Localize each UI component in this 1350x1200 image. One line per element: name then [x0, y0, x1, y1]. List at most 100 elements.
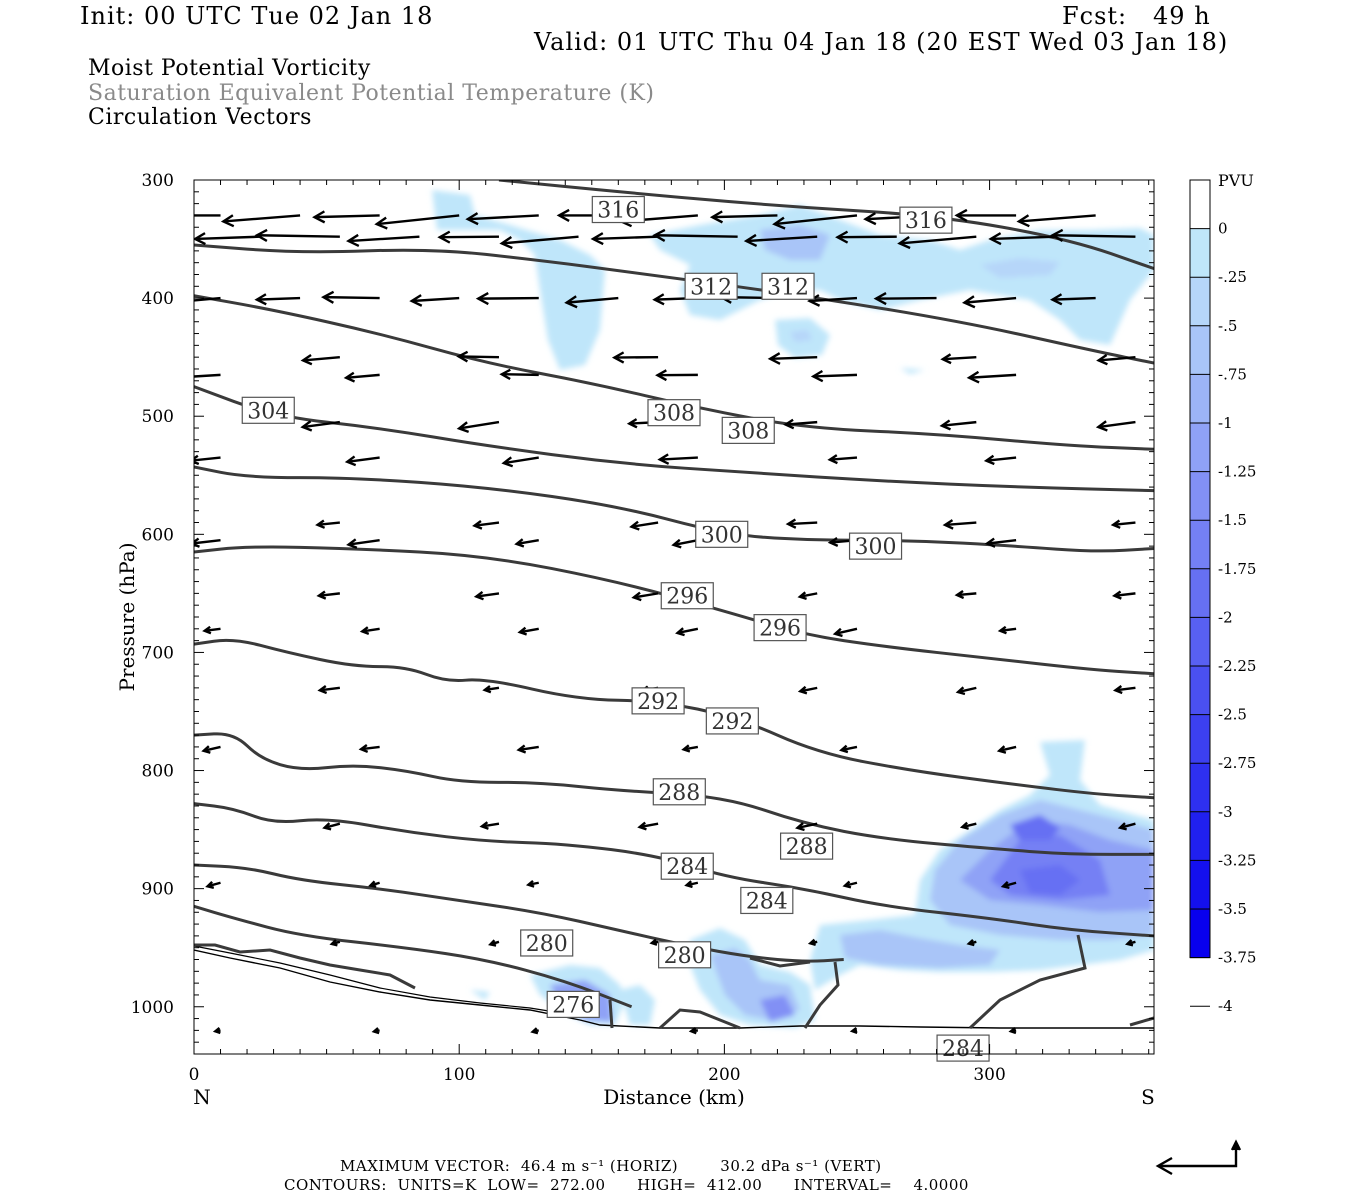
wind-vector-35	[1049, 293, 1096, 306]
contour-label-5: 308	[647, 399, 701, 427]
wind-vector-54	[194, 454, 221, 466]
wind-vector-26	[320, 290, 380, 304]
wind-vector-95	[996, 745, 1017, 754]
wind-vector-17	[590, 232, 659, 246]
contour-label-12: 292	[705, 707, 759, 735]
y-tick-label: 800	[142, 762, 174, 782]
wind-vector-33	[873, 292, 937, 306]
wind-vector-87	[797, 685, 818, 695]
contour-label-text: 300	[855, 535, 897, 560]
y-axis-label: Pressure (hPa)	[115, 543, 139, 692]
contour-label-text: 288	[658, 781, 700, 806]
wind-vector-1	[220, 214, 301, 228]
wind-vector-67	[346, 538, 380, 549]
wind-vector-16	[499, 235, 579, 250]
contour-316-0	[498, 180, 1154, 270]
y-tick-label: 400	[142, 289, 174, 309]
x-tick-label: 100	[443, 1065, 475, 1085]
wind-vector-56	[501, 456, 539, 468]
wind-vector-105	[684, 880, 699, 889]
contour-label-1: 316	[899, 206, 953, 234]
contour-label-text: 316	[597, 199, 639, 224]
colorbar-swatch	[1190, 277, 1210, 326]
wind-vector-68	[514, 538, 539, 548]
wind-vector-114	[212, 1027, 221, 1035]
wind-vector-77	[1111, 590, 1136, 600]
wind-vector-74	[631, 591, 659, 602]
y-tick-label: 900	[142, 880, 174, 900]
contour-label-11: 292	[631, 687, 685, 715]
wind-vector-11	[1016, 214, 1096, 228]
wind-vector-117	[688, 1027, 699, 1035]
wind-vector-94	[839, 744, 858, 754]
wind-vector-115	[371, 1027, 380, 1035]
wind-vector-58	[827, 454, 858, 465]
colorbar-label: -4	[1218, 997, 1233, 1015]
wind-vector-73	[473, 590, 500, 601]
pv-colorbar: 0 -.25 -.5 -.75 -1 -1.25 -1.5 -1.75 -2 -2.25 -2.5 -…	[1189, 179, 1256, 1015]
wind-vector-88	[955, 686, 977, 696]
colorbar-label: -2	[1218, 608, 1233, 626]
contour-label-0: 316	[591, 195, 645, 224]
colorbar-label: -1.25	[1218, 463, 1256, 481]
y-tick-label: 700	[142, 643, 174, 663]
colorbar-label: -2.25	[1218, 657, 1256, 675]
wind-vector-29	[564, 295, 619, 309]
contour-label-13: 288	[652, 778, 706, 806]
colorbar-swatch	[1190, 228, 1210, 278]
wind-vector-18	[652, 228, 738, 242]
wind-vector-32	[807, 294, 858, 307]
wind-vector-55	[344, 455, 380, 467]
wind-vector-14	[346, 233, 420, 247]
contour-label-text: 308	[653, 402, 695, 427]
colorbar-label: -1	[1218, 414, 1233, 432]
contour-label-text: 312	[767, 275, 809, 300]
contour-292-6	[194, 638, 1154, 800]
contour-label-4: 304	[241, 396, 295, 424]
pv-patch-upper-left	[432, 190, 605, 370]
x-tick-label: 0	[189, 1065, 200, 1085]
colorbar-swatch	[1190, 423, 1210, 472]
wind-vector-92	[516, 744, 539, 754]
colorbar-swatch	[1190, 374, 1210, 423]
circulation-vectors	[194, 208, 1136, 1035]
wind-vector-76	[954, 590, 977, 600]
pv-patch-upper-right-2	[980, 258, 1060, 278]
colorbar-swatch	[1190, 860, 1210, 909]
wind-vector-101	[1117, 822, 1136, 831]
wind-vector-43	[343, 371, 380, 383]
x-end-label-south: S	[1141, 1085, 1155, 1109]
reference-vector-icon	[1155, 1139, 1242, 1176]
contour-surface-b	[608, 999, 614, 1029]
contour-label-text: 316	[905, 209, 947, 234]
pv-patch-lower-right-core-2	[1020, 865, 1080, 895]
colorbar-label: -2.75	[1218, 754, 1256, 772]
wind-vector-13	[254, 228, 340, 242]
wind-vector-12	[194, 232, 261, 246]
contour-label-text: 280	[526, 932, 568, 957]
wind-vector-62	[629, 520, 659, 531]
contour-label-14: 288	[779, 832, 834, 860]
wind-vector-104	[525, 879, 539, 888]
contour-label-text: 304	[247, 399, 289, 424]
colorbar-swatch	[1190, 568, 1210, 618]
colorbar-swatch	[1190, 763, 1210, 812]
wind-vector-36	[300, 354, 340, 366]
colorbar-swatch	[1190, 520, 1210, 569]
wind-vector-82	[832, 627, 858, 638]
title-vectors: Circulation Vectors	[88, 105, 312, 130]
colorbar-label: -2.5	[1218, 706, 1247, 724]
wind-vector-45	[655, 369, 698, 382]
x-axis-label: Distance (km)	[603, 1085, 745, 1109]
wind-vector-38	[611, 351, 659, 364]
wind-vector-15	[437, 230, 499, 244]
contour-label-2: 312	[684, 272, 738, 300]
wind-vector-100	[959, 821, 977, 830]
init-time: Init: 00 UTC Tue 02 Jan 18	[80, 2, 434, 30]
y-tick-labels: 300 400 500 600 700 800 900 1000	[131, 171, 174, 1018]
surface-contours	[194, 934, 1154, 1030]
wind-vector-40	[940, 353, 977, 365]
contour-label-18: 280	[520, 929, 574, 957]
colorbar-swatch	[1190, 617, 1210, 666]
wind-vector-108	[329, 939, 341, 947]
